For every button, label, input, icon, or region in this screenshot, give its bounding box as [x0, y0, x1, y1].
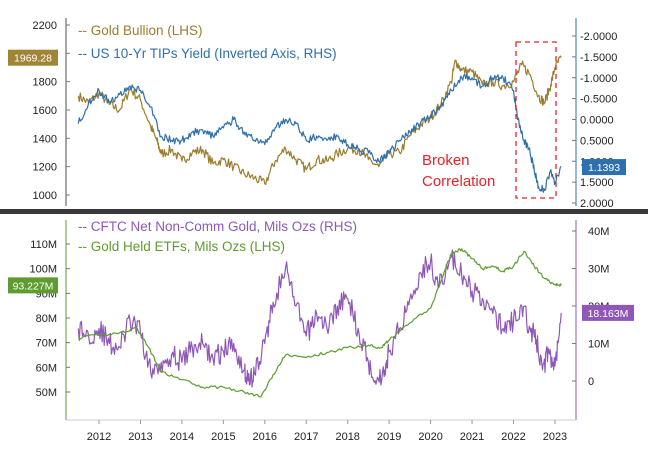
etf-last-value-tag-bg [8, 277, 58, 294]
etf-last-value-tag: 93.227M [8, 277, 58, 294]
gold-last-value-tag: 1969.28 [8, 49, 58, 66]
bottom-left-axis-tick-label: 70M [36, 338, 57, 350]
tips-last-value-tag-text: 1.1393 [588, 162, 620, 174]
x-axis-tick-label: 2023 [543, 431, 567, 443]
bottom-right-axis-tick-label: 0 [588, 376, 594, 388]
x-axis-tick-label: 2017 [294, 431, 318, 443]
etf-last-value-tag-text: 93.227M [13, 280, 54, 292]
annotation-broken-correlation-line2: Correlation [422, 173, 495, 190]
bottom-right-axis-tick-label: 10M [588, 339, 609, 351]
bottom-left-axis-tick-label: 50M [36, 387, 57, 399]
chart-axes-layer: 2200200018001600140012001000-2.0000-1.50… [8, 18, 634, 443]
top-right-axis-tick-label: 0.5000 [580, 135, 614, 147]
chart-frame [0, 209, 648, 214]
top-right-axis-tick-label: -0.5000 [580, 94, 617, 106]
chart-series-layer [77, 41, 562, 398]
x-axis-tick-label: 2018 [335, 431, 359, 443]
cftc-last-value-tag: 18.163M [582, 304, 634, 321]
legend-gold-etfs: -- Gold Held ETFs, Mils Ozs (LHS) [78, 239, 285, 254]
top-right-axis-tick-label: -1.5000 [580, 52, 617, 64]
cftc-last-value-tag-bg [582, 304, 634, 321]
x-axis-tick-label: 2020 [418, 431, 442, 443]
bottom-left-axis-tick-label: 60M [36, 362, 57, 374]
x-axis-tick-label: 2022 [501, 431, 525, 443]
top-left-axis-tick-label: 1200 [33, 162, 57, 174]
top-right-axis-tick-label: 2.0000 [580, 198, 614, 210]
bottom-right-axis-tick-label: 40M [588, 226, 609, 238]
top-left-axis-tick-label: 1400 [33, 133, 57, 145]
x-axis-tick-label: 2015 [211, 431, 235, 443]
bottom-right-axis-tick-label: 30M [588, 264, 609, 276]
cftc-last-value-tag-text: 18.163M [588, 308, 629, 320]
top-left-axis-tick-label: 1600 [33, 105, 57, 117]
top-left-axis-tick-label: 2200 [33, 20, 57, 32]
top-left-axis-tick-label: 1000 [33, 190, 57, 202]
gold-last-value-tag-text: 1969.28 [14, 53, 52, 65]
legend-tips-yield: -- US 10-Yr TIPs Yield (Inverted Axis, R… [78, 46, 337, 61]
broken-correlation-box [515, 41, 557, 199]
top-left-axis-tick-label: 1800 [33, 77, 57, 89]
top-right-axis-tick-label: 0.0000 [580, 115, 614, 127]
top-right-axis-tick-label: -1.0000 [580, 73, 617, 85]
legend-cftc-net: -- CFTC Net Non-Comm Gold, Mils Ozs (RHS… [78, 219, 357, 234]
annotation-broken-correlation-line1: Broken [422, 152, 470, 169]
top-right-axis-tick-label: -2.0000 [580, 31, 617, 43]
cftc-net-line [77, 249, 562, 388]
x-axis-tick-label: 2016 [253, 431, 277, 443]
x-axis-tick-label: 2012 [87, 431, 111, 443]
gold-bullion-line [77, 55, 562, 185]
gold-last-value-tag-bg [8, 49, 58, 66]
x-axis-tick-label: 2014 [170, 431, 194, 443]
x-axis-tick-label: 2019 [377, 431, 401, 443]
x-axis-tick-label: 2013 [128, 431, 152, 443]
tips-last-value-tag-bg [582, 159, 626, 176]
panel-divider [0, 209, 648, 214]
bottom-left-axis-tick-label: 100M [29, 264, 57, 276]
legend-gold-bullion: -- Gold Bullion (LHS) [78, 23, 203, 38]
x-axis-tick-label: 2021 [460, 431, 484, 443]
tips-last-value-tag: 1.1393 [582, 159, 626, 176]
top-right-axis-tick-label: 1.5000 [580, 177, 614, 189]
gold-etfs-line [77, 248, 562, 398]
bottom-left-axis-tick-label: 110M [30, 239, 57, 251]
bottom-left-axis-tick-label: 80M [36, 313, 57, 325]
